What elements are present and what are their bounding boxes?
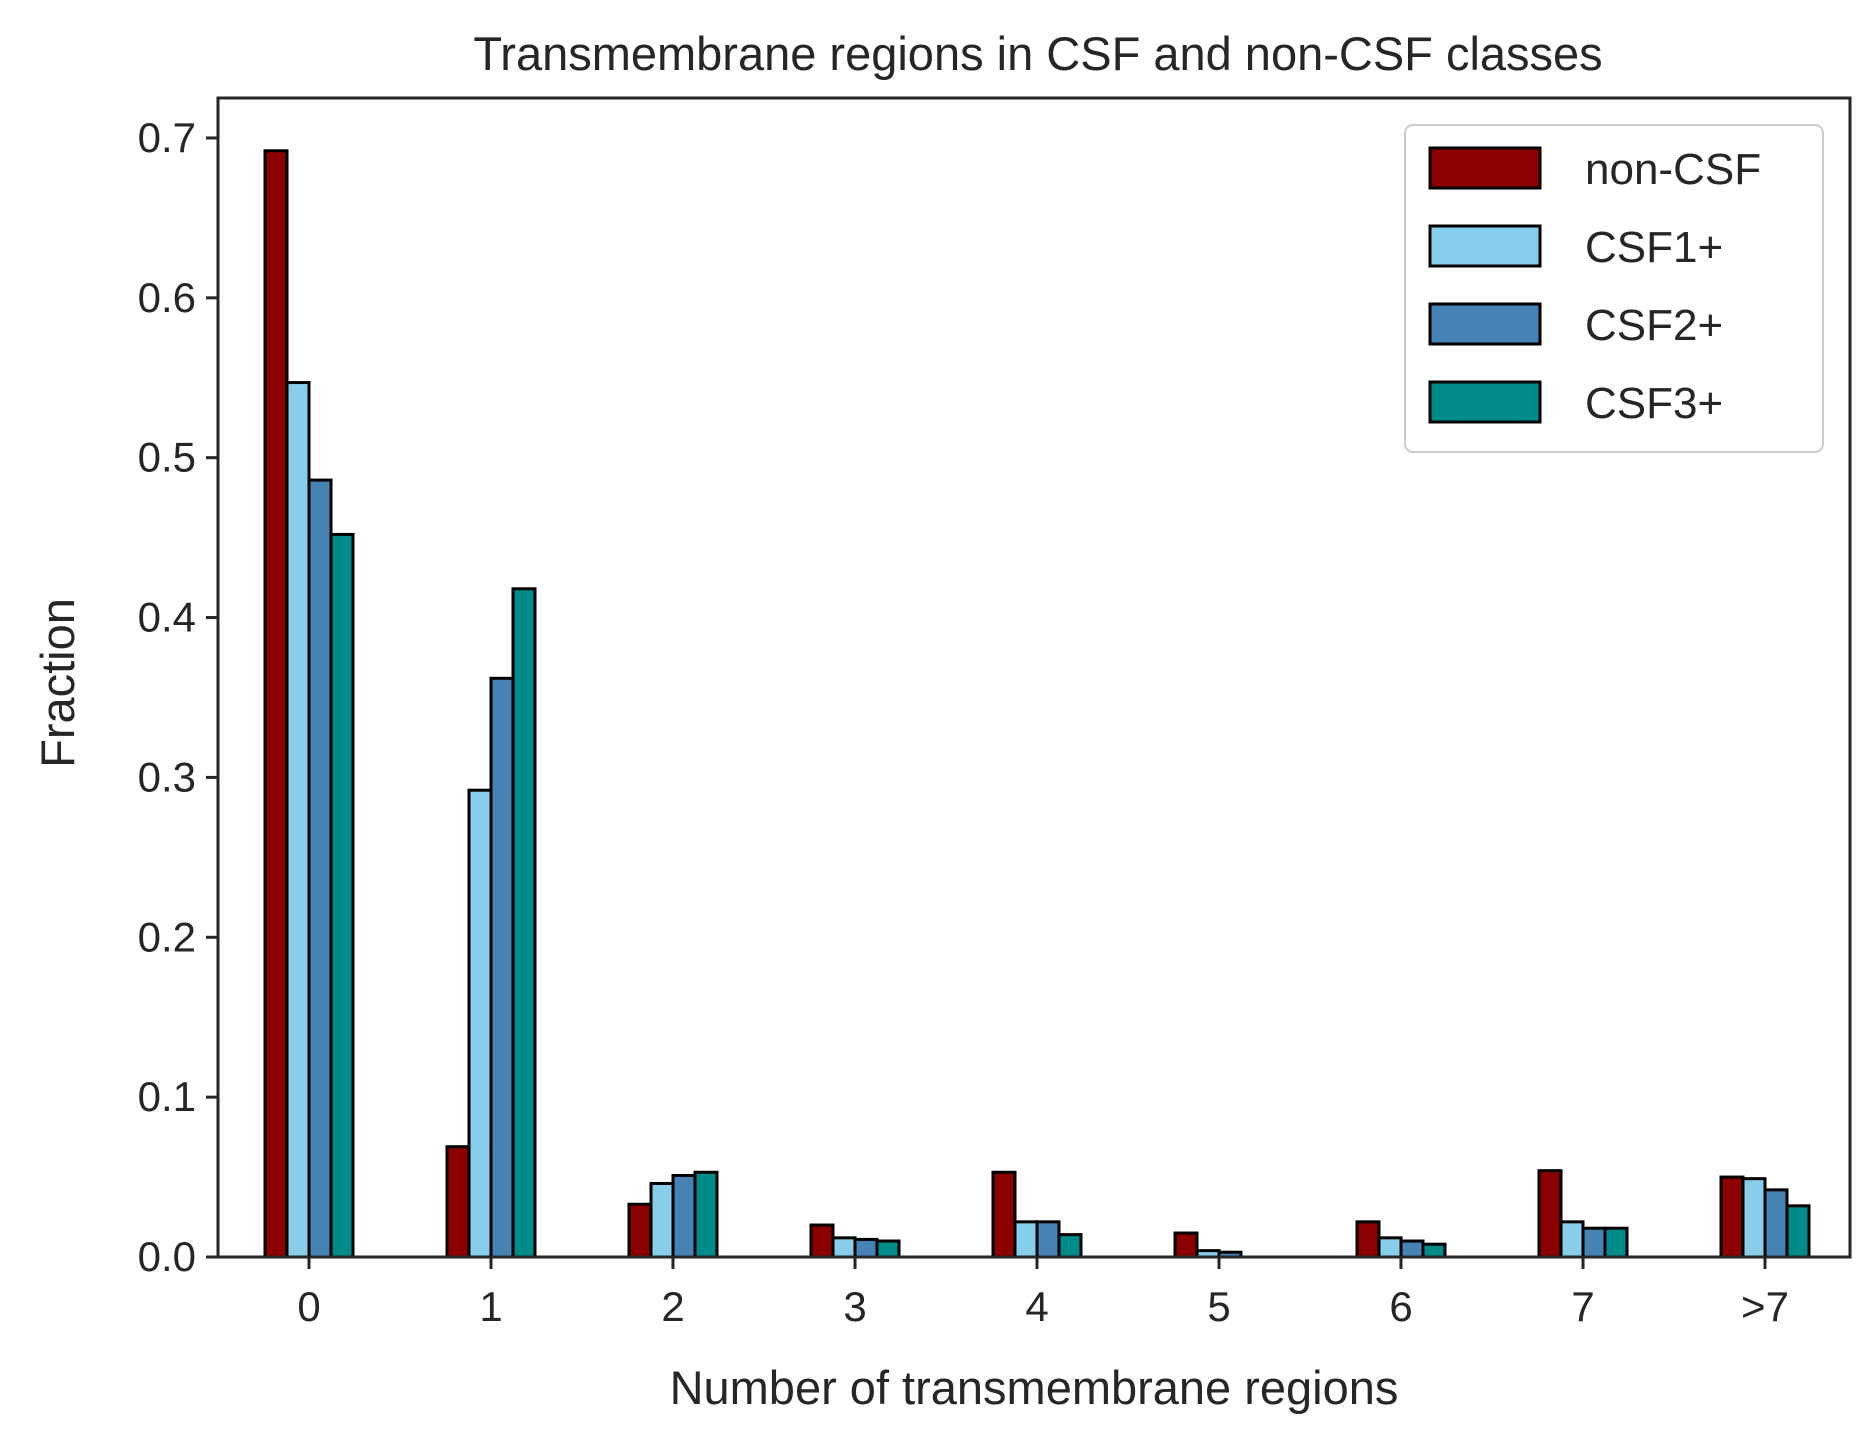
bar-non-csf-0 — [263, 149, 289, 1259]
chart-title: Transmembrane regions in CSF and non-CSF… — [473, 27, 1602, 80]
legend-label: CSF2+ — [1585, 301, 1723, 350]
bar-csf2--7 — [1581, 1226, 1607, 1259]
bar-non-csf-4 — [991, 1170, 1017, 1259]
legend-label: CSF3+ — [1585, 379, 1723, 428]
bar-non-csf-8 — [1719, 1175, 1745, 1259]
legend-label: non-CSF — [1585, 145, 1761, 194]
bar-non-csf-3 — [809, 1223, 835, 1259]
bars-layer — [263, 149, 1811, 1259]
y-tick-label: 0.3 — [138, 753, 196, 800]
x-tick-label: 4 — [1025, 1283, 1048, 1330]
bar-non-csf-6 — [1355, 1220, 1381, 1259]
x-axis: 0 1 2 3 4 5 6 7 >7 — [297, 1257, 1789, 1330]
y-tick-label: 0.2 — [138, 913, 196, 960]
legend-swatch — [1428, 224, 1542, 268]
bar-csf2--6 — [1399, 1239, 1425, 1259]
x-axis-label: Number of transmembrane regions — [670, 1361, 1399, 1414]
y-tick-label: 0.7 — [138, 114, 196, 161]
bar-csf1--2 — [649, 1181, 675, 1259]
legend-swatch — [1428, 302, 1542, 346]
bar-non-csf-2 — [627, 1202, 653, 1259]
bar-csf3--7 — [1603, 1226, 1629, 1259]
y-tick-label: 0.0 — [138, 1233, 196, 1280]
legend-frame — [1404, 124, 1824, 453]
bar-csf2--1 — [489, 676, 515, 1259]
x-tick-label: 3 — [843, 1283, 866, 1330]
bar-csf1--7 — [1559, 1220, 1585, 1259]
y-tick-label: 0.4 — [138, 594, 196, 641]
legend: non-CSF CSF1+ CSF2+ CSF3+ — [1404, 124, 1824, 453]
bar-csf3--0 — [329, 532, 355, 1259]
bar-csf1--4 — [1013, 1220, 1039, 1259]
bar-csf1--8 — [1741, 1177, 1767, 1259]
x-tick-label: >7 — [1741, 1283, 1789, 1330]
y-axis: 0.0 0.1 0.2 0.3 0.4 0.5 0.6 0.7 — [138, 114, 218, 1280]
y-tick-label: 0.1 — [138, 1073, 196, 1120]
bar-csf2--0 — [307, 478, 333, 1259]
x-tick-label: 1 — [479, 1283, 502, 1330]
plot-frame — [216, 96, 1852, 1259]
bar-csf1--0 — [285, 381, 311, 1259]
bar-csf1--1 — [467, 788, 493, 1259]
y-axis-label: Fraction — [31, 598, 84, 768]
x-tick-label: 5 — [1207, 1283, 1230, 1330]
bar-csf1--6 — [1377, 1236, 1403, 1259]
x-tick-label: 0 — [297, 1283, 320, 1330]
bar-csf3--1 — [511, 587, 537, 1259]
bar-non-csf-5 — [1173, 1231, 1199, 1259]
legend-label: CSF1+ — [1585, 223, 1723, 272]
bar-csf3--3 — [875, 1239, 901, 1259]
legend-swatch — [1428, 380, 1542, 424]
legend-swatch — [1428, 146, 1542, 190]
y-tick-label: 0.5 — [138, 434, 196, 481]
bar-csf3--2 — [693, 1170, 719, 1259]
x-tick-label: 7 — [1571, 1283, 1594, 1330]
bar-non-csf-7 — [1537, 1169, 1563, 1259]
bar-csf2--4 — [1035, 1220, 1061, 1259]
x-tick-label: 2 — [661, 1283, 684, 1330]
bar-csf2--8 — [1763, 1188, 1789, 1259]
y-tick-label: 0.6 — [138, 274, 196, 321]
bar-csf1--3 — [831, 1236, 857, 1259]
bar-csf3--4 — [1057, 1233, 1083, 1259]
bar-csf2--2 — [671, 1173, 697, 1259]
bar-csf3--6 — [1421, 1242, 1447, 1259]
bar-non-csf-1 — [445, 1145, 471, 1259]
bar-csf2--3 — [853, 1237, 879, 1259]
bar-csf3--8 — [1785, 1204, 1811, 1259]
x-tick-label: 6 — [1389, 1283, 1412, 1330]
